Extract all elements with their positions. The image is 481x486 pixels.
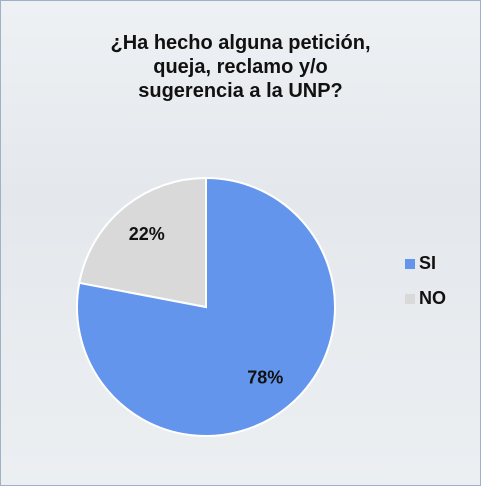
data-label: 22% [129, 224, 165, 244]
legend-swatch [405, 259, 415, 269]
legend-label: SI [419, 253, 436, 273]
data-label: 78% [247, 367, 283, 387]
chart-title: ¿Ha hecho alguna petición, queja, reclam… [110, 32, 371, 102]
legend-swatch [405, 294, 415, 304]
legend-label: NO [419, 288, 446, 308]
pie-slice [78, 176, 207, 309]
